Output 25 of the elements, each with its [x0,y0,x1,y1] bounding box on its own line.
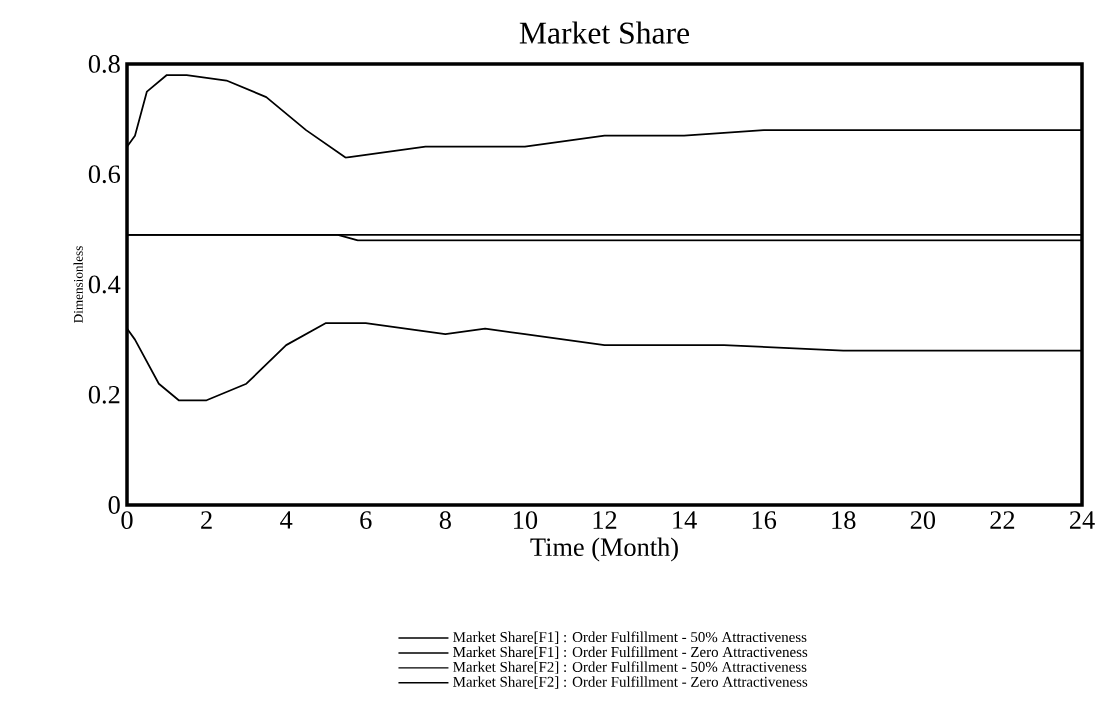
x-tick-label: 4 [280,511,293,529]
x-tick-label: 24 [1069,511,1095,529]
x-tick-label: 14 [673,511,697,529]
x-tick-label: 10 [514,511,538,529]
x-tick-label: 18 [832,511,856,529]
x-tick-label: 2 [201,511,212,529]
legend-label: Market Share[F2] : Order Fulfillment - Zero Attractiveness [453,676,808,689]
x-tick-label: 16 [752,511,777,529]
y-tick-label: 0.8 [88,55,120,73]
x-tick-label: 12 [593,511,617,529]
y-tick-label: 0 [108,496,120,514]
x-tick-label: 0 [121,511,133,529]
x-tick-label: 8 [439,511,451,529]
chart-title: Market Share [519,21,690,44]
y-tick-label: 0.6 [88,165,121,184]
legend-label: Market Share[F1] : Order Fulfillment - 50% Attractiveness [453,631,807,644]
y-axis-title: Dimensionless [73,246,83,323]
x-axis-title: Time (Month) [530,537,678,562]
legend-label: Market Share[F2] : Order Fulfillment - 50% Attractiveness [453,661,807,674]
legend-label: Market Share[F1] : Order Fulfillment - Zero Attractiveness [453,646,808,659]
y-tick-label: 0.2 [88,385,120,404]
x-tick-label: 22 [990,511,1015,529]
y-tick-label: 0.4 [88,275,121,294]
x-tick-label: 6 [360,511,372,529]
x-tick-label: 20 [910,511,936,529]
